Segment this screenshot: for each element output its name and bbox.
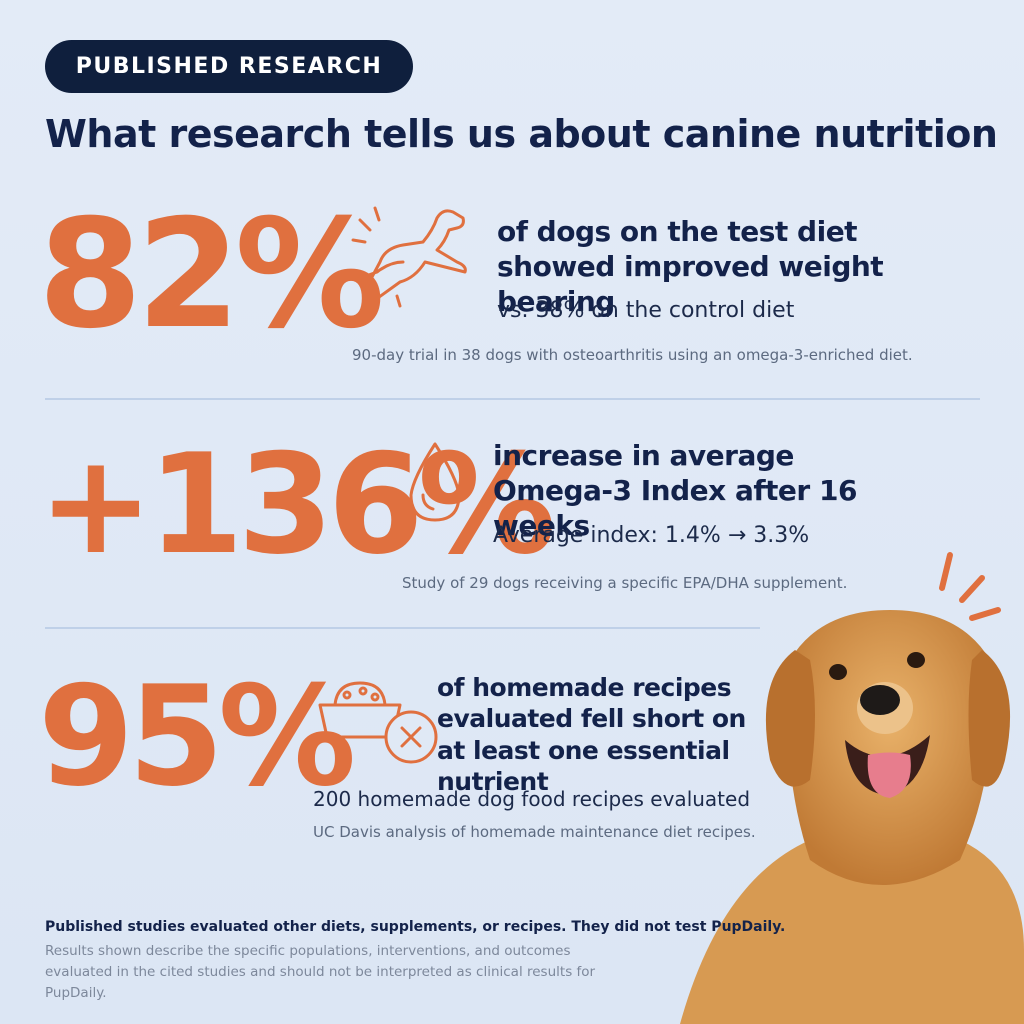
badge: PUBLISHED RESEARCH <box>45 40 413 93</box>
stat-detail: Average index: 1.4% → 3.3% <box>493 523 810 548</box>
title: What research tells us about canine nutr… <box>45 112 998 156</box>
bowl-icon <box>318 681 438 764</box>
stat-value: 95% <box>38 656 356 817</box>
stat-value: 82% <box>38 188 385 362</box>
stat-detail: 200 homemade dog food recipes evaluated <box>313 787 751 811</box>
stat-note: Study of 29 dogs receiving a specific EP… <box>402 574 848 592</box>
stat-headline: increase in average Omega-3 Index after … <box>493 439 857 542</box>
divider <box>45 398 980 400</box>
dog-icon <box>351 206 467 308</box>
footer-disclaimer: Results shown describe the specific popu… <box>45 943 596 1001</box>
stat-headline: of homemade recipes evaluated fell short… <box>437 673 746 796</box>
drop-icon <box>409 442 461 522</box>
stat-detail: vs. 38% on the control diet <box>497 298 795 323</box>
stat-note: UC Davis analysis of homemade maintenanc… <box>313 823 756 841</box>
divider <box>45 627 760 629</box>
stat-note: 90-day trial in 38 dogs with osteoarthri… <box>352 346 913 364</box>
stat-value: +136% <box>38 424 556 585</box>
footer-statement: Published studies evaluated other diets,… <box>45 919 786 935</box>
dog-photo <box>680 552 1024 1024</box>
stat-headline: of dogs on the test diet showed improved… <box>497 215 884 318</box>
